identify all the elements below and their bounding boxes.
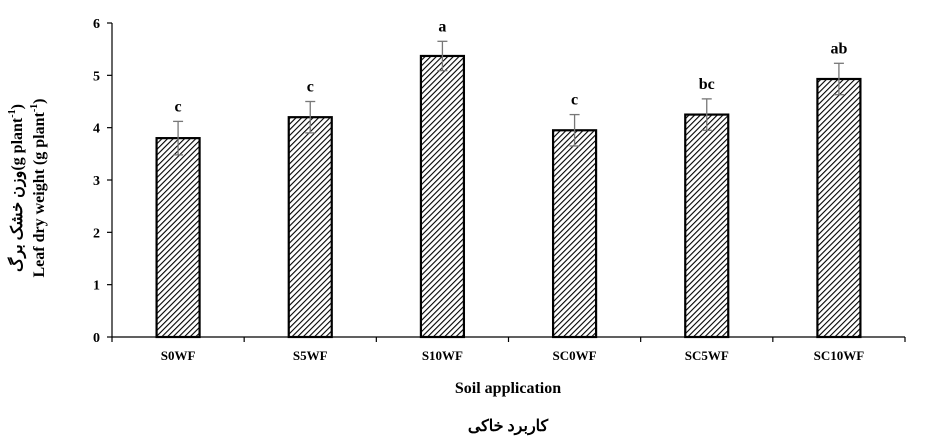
significance-letter: ab bbox=[830, 40, 847, 57]
significance-letter: c bbox=[175, 98, 182, 115]
y-tick-label: 5 bbox=[93, 69, 100, 84]
y-axis-title: Leaf dry weight (g plant-1) bbox=[29, 99, 48, 278]
bar bbox=[551, 129, 598, 339]
category-label: S0WF bbox=[161, 348, 196, 363]
y-tick-label: 3 bbox=[93, 174, 100, 189]
category-label: SC10WF bbox=[814, 348, 865, 363]
y-tick-label: 6 bbox=[93, 17, 100, 32]
y-axis: 0 1 2 3 4 5 6 bbox=[93, 17, 113, 346]
x-axis-title-persian: کاربرد خاکی bbox=[468, 418, 549, 436]
significance-letter: bc bbox=[699, 76, 715, 93]
category-label: S5WF bbox=[293, 348, 328, 363]
y-axis-title-text: Leaf dry weight (g plant bbox=[31, 112, 48, 278]
bar bbox=[155, 137, 201, 339]
error-bars bbox=[173, 40, 844, 156]
category-label: SC5WF bbox=[685, 348, 729, 363]
bar bbox=[287, 116, 333, 339]
significance-letter: a bbox=[438, 18, 446, 35]
x-axis bbox=[111, 336, 906, 342]
bar bbox=[419, 54, 466, 339]
y-axis-title-end: ) bbox=[31, 99, 48, 104]
bars bbox=[155, 54, 862, 339]
significance-letter: c bbox=[307, 79, 314, 96]
bar bbox=[684, 113, 730, 339]
y-axis-title-persian: وزن خشک برگ bbox=[7, 171, 27, 272]
y-tick-label: 2 bbox=[93, 226, 100, 241]
y-axis-title-persian-sup: -1 bbox=[7, 109, 18, 117]
category-labels: S0WF S5WF S10WF SC0WF SC5WF SC10WF bbox=[161, 348, 865, 363]
bar bbox=[816, 77, 862, 339]
x-axis-title: Soil application bbox=[455, 380, 561, 397]
y-tick-label: 4 bbox=[93, 122, 100, 137]
significance-letters: c c a c bc ab bbox=[175, 18, 848, 115]
category-label: S10WF bbox=[422, 348, 463, 363]
y-tick-label: 1 bbox=[93, 279, 100, 294]
y-axis-title-persian-end: ) bbox=[9, 104, 26, 109]
significance-letter: c bbox=[571, 92, 578, 109]
y-axis-title-persian-line: وزن خشک برگ(g plant-1) bbox=[7, 104, 27, 272]
y-tick-label: 0 bbox=[93, 331, 100, 346]
category-label: SC0WF bbox=[553, 348, 597, 363]
y-axis-title-persian-unit: (g plant bbox=[9, 117, 26, 171]
y-axis-title-sup: -1 bbox=[29, 104, 40, 112]
